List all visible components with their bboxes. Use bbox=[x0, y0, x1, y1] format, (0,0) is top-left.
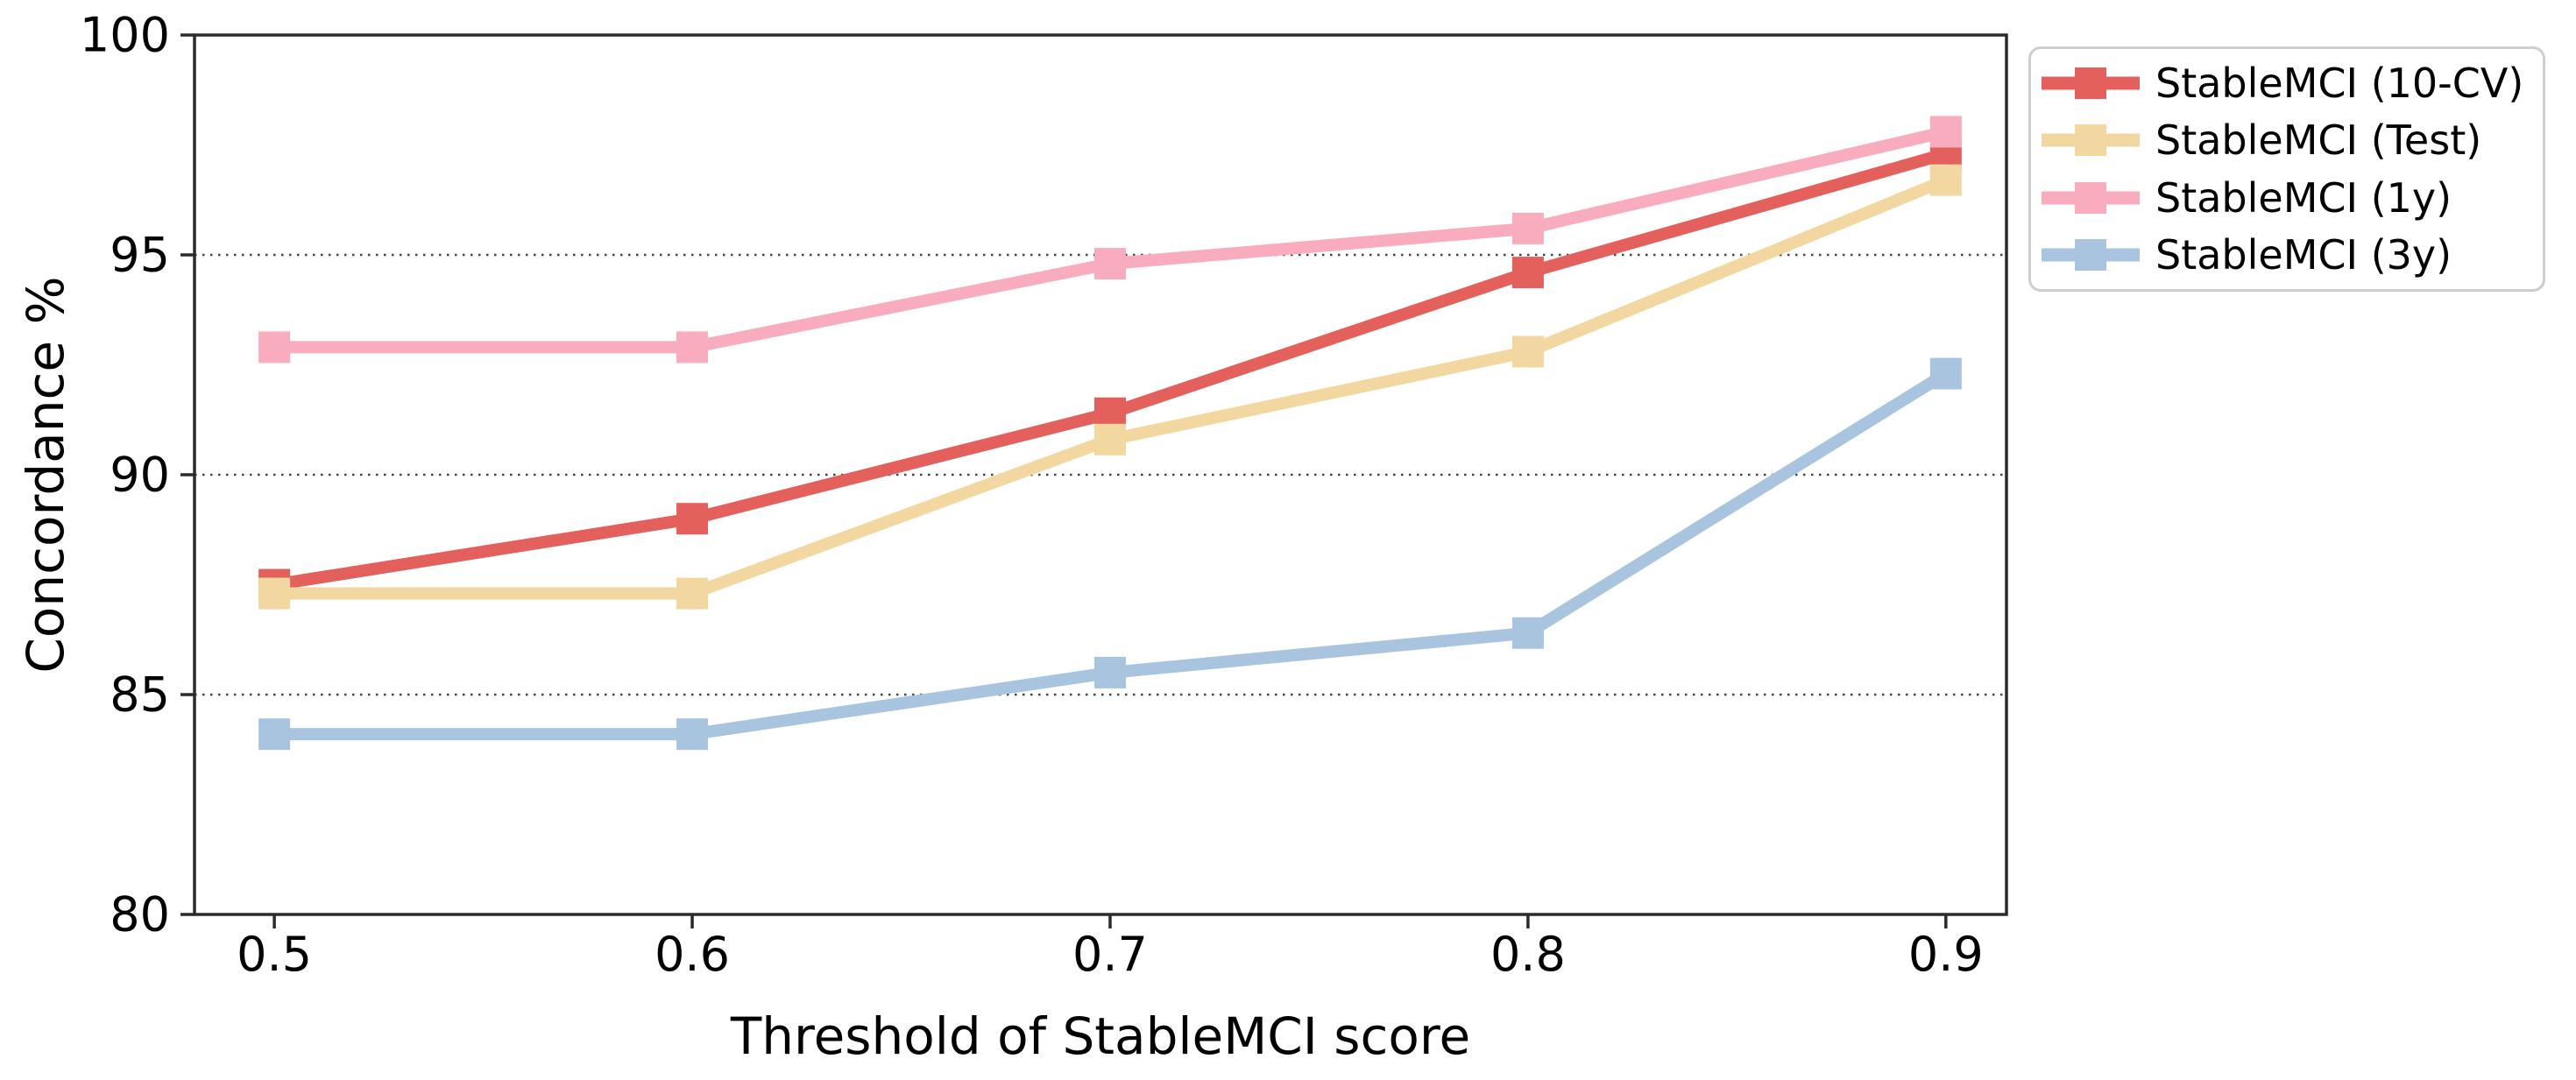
series-stablemci-10-cv bbox=[258, 138, 1962, 601]
line-marker-icon bbox=[2042, 177, 2140, 219]
data-point-marker bbox=[1093, 248, 1126, 280]
y-tick-label: 100 bbox=[80, 8, 170, 63]
y-axis-title: Concordance % bbox=[16, 276, 75, 674]
line-marker-icon bbox=[2042, 234, 2140, 276]
data-point-marker bbox=[676, 503, 709, 535]
x-tick-label: 0.9 bbox=[1908, 927, 1984, 982]
data-point-marker bbox=[1929, 357, 1962, 390]
legend-item-stablemci-1y: StableMCI (1y) bbox=[2042, 169, 2534, 226]
data-point-marker bbox=[1929, 164, 1962, 196]
series-stablemci-3y bbox=[258, 357, 1962, 751]
data-point-marker bbox=[1093, 423, 1126, 455]
data-point-marker bbox=[1093, 397, 1126, 429]
x-tick-label: 0.6 bbox=[655, 927, 730, 982]
data-point-marker bbox=[1511, 335, 1544, 368]
legend-label: StableMCI (10-CV) bbox=[2155, 59, 2524, 107]
data-point-marker bbox=[676, 331, 709, 364]
plot-frame bbox=[193, 33, 2008, 916]
y-tick-label: 95 bbox=[110, 228, 170, 283]
data-point-marker bbox=[258, 331, 291, 364]
data-point-marker bbox=[1511, 212, 1544, 244]
line-marker-icon bbox=[2042, 119, 2140, 161]
legend-label: StableMCI (3y) bbox=[2155, 231, 2452, 279]
data-point-marker bbox=[258, 577, 291, 610]
y-tick-label: 90 bbox=[110, 448, 170, 503]
data-point-marker bbox=[676, 718, 709, 751]
legend-label: StableMCI (1y) bbox=[2155, 173, 2452, 222]
x-tick-label: 0.8 bbox=[1490, 927, 1566, 982]
legend-item-stablemci-3y: StableMCI (3y) bbox=[2042, 227, 2534, 284]
legend: StableMCI (10-CV) StableMCI (Test) StableM… bbox=[2028, 46, 2545, 292]
series-stablemci-test bbox=[258, 164, 1962, 610]
data-point-marker bbox=[1511, 617, 1544, 649]
data-point-marker bbox=[1511, 257, 1544, 289]
series-stablemci-1y bbox=[258, 116, 1962, 364]
y-tick-label: 80 bbox=[110, 887, 170, 942]
data-point-marker bbox=[676, 577, 709, 610]
legend-item-stablemci-10-cv: StableMCI (10-CV) bbox=[2042, 54, 2534, 111]
x-tick-label: 0.7 bbox=[1072, 927, 1148, 982]
series-line bbox=[273, 147, 1948, 591]
data-point-marker bbox=[1929, 116, 1962, 148]
line-marker-icon bbox=[2042, 62, 2140, 104]
legend-label: StableMCI (Test) bbox=[2155, 116, 2482, 165]
x-axis-title: Threshold of StableMCI score bbox=[730, 1006, 1471, 1066]
x-tick-label: 0.5 bbox=[237, 927, 312, 982]
data-point-marker bbox=[1093, 656, 1126, 688]
legend-item-stablemci-test: StableMCI (Test) bbox=[2042, 112, 2534, 169]
series-line bbox=[274, 125, 1948, 354]
y-tick-label: 85 bbox=[110, 667, 170, 723]
data-point-marker bbox=[258, 718, 291, 751]
